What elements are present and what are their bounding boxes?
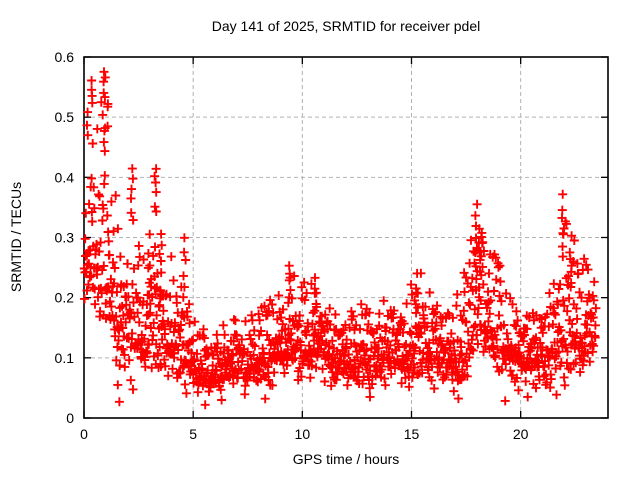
chart-title: Day 141 of 2025, SRMTID for receiver pde… (212, 18, 480, 34)
scatter-plus-markers (79, 67, 601, 410)
y-tick-label: 0.4 (55, 169, 75, 185)
y-tick-label: 0.1 (55, 350, 75, 366)
y-tick-label: 0.3 (55, 230, 75, 246)
x-tick-label: 0 (80, 426, 88, 442)
y-tick-label: 0.6 (55, 49, 75, 65)
x-tick-label: 10 (295, 426, 311, 442)
x-tick-label: 15 (404, 426, 420, 442)
x-axis-label: GPS time / hours (293, 451, 400, 467)
x-tick-label: 5 (189, 426, 197, 442)
axis-ticks (83, 56, 608, 419)
y-tick-label: 0 (66, 410, 74, 426)
x-tick-label: 20 (513, 426, 529, 442)
y-tick-label: 0.2 (55, 290, 75, 306)
data-points (79, 67, 601, 410)
tick-labels: 0 5 10 15 20 0 0.1 0.2 0.3 0.4 0.5 0.6 (55, 49, 529, 442)
y-axis-label: SRMTID / TECUs (8, 182, 24, 292)
y-tick-label: 0.5 (55, 109, 75, 125)
